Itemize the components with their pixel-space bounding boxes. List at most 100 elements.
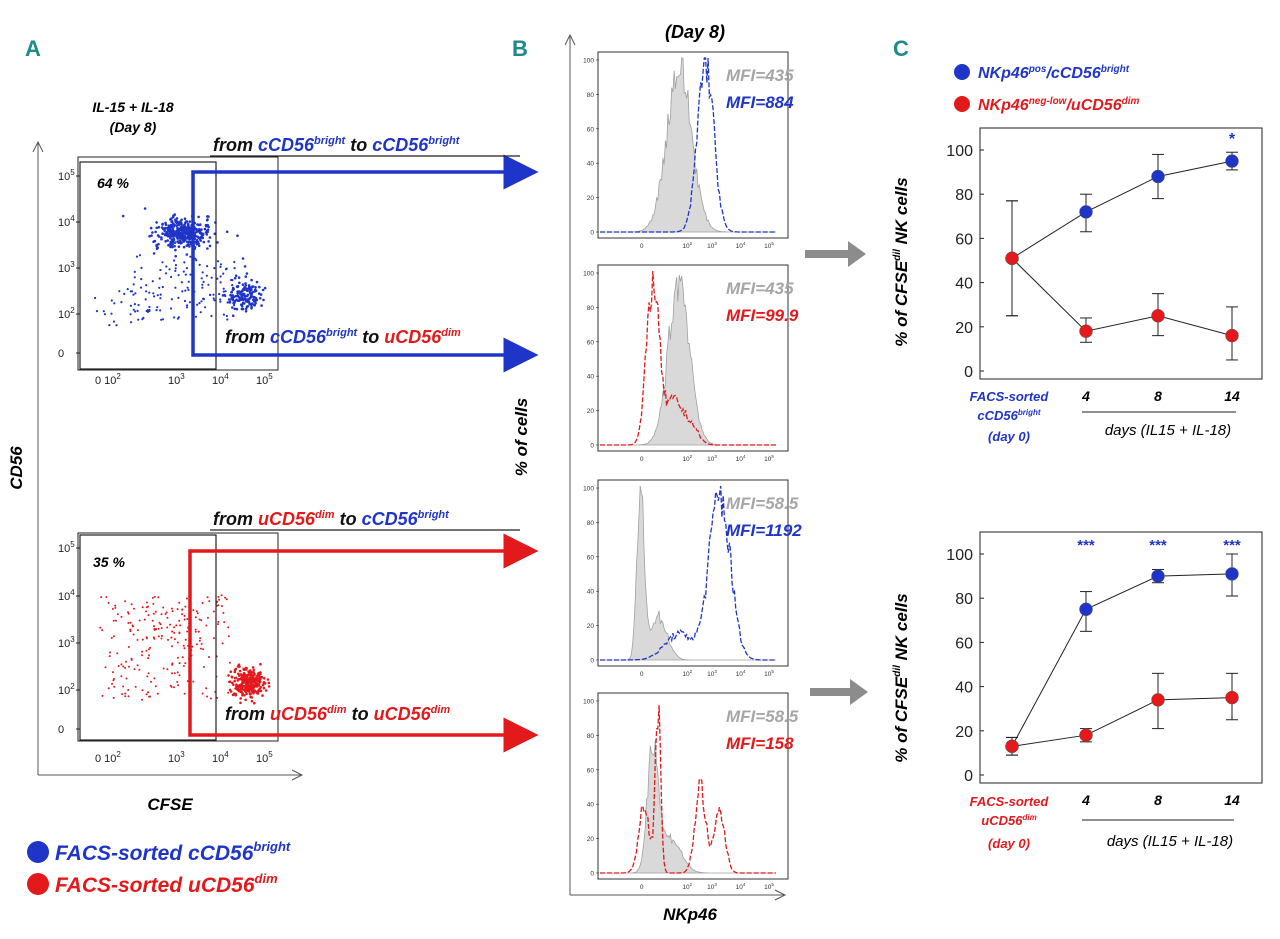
scatter-dot bbox=[267, 681, 271, 685]
scatter-dot bbox=[249, 692, 252, 696]
scatter-dot bbox=[161, 261, 164, 264]
data-point-blue bbox=[1225, 154, 1239, 168]
scatter-dot bbox=[154, 230, 157, 234]
y-tick-label: 80 bbox=[955, 591, 973, 608]
scatter-dot bbox=[188, 231, 191, 234]
scatter-dot bbox=[238, 677, 241, 681]
hist-y-tick-label: 80 bbox=[587, 733, 595, 740]
hist-x-tick-label: 104 bbox=[736, 454, 746, 463]
histogram-frame bbox=[597, 479, 789, 667]
y-tick-label: 102 bbox=[58, 682, 75, 697]
y-tick-label: 105 bbox=[58, 540, 75, 555]
scatter-dot bbox=[148, 648, 150, 651]
scatter-dot bbox=[161, 223, 164, 226]
scatter-dot bbox=[267, 685, 271, 688]
scatter-dot bbox=[250, 685, 253, 688]
scatter-dot bbox=[232, 301, 235, 305]
scatter-dot bbox=[183, 614, 186, 617]
scatter-dot bbox=[127, 695, 130, 698]
scatter-dot bbox=[184, 289, 187, 292]
data-point-red bbox=[1151, 693, 1165, 707]
scatter-dot bbox=[147, 657, 150, 660]
scatter-dot bbox=[197, 630, 200, 633]
scatter-dot bbox=[250, 671, 253, 674]
scatter-dot bbox=[186, 286, 189, 289]
scatter-dot bbox=[225, 230, 229, 234]
dot-cloud-red bbox=[99, 594, 271, 705]
scatter-dot bbox=[254, 677, 257, 680]
hist-x-tick-label: 105 bbox=[764, 454, 774, 463]
data-point-blue bbox=[1151, 569, 1165, 583]
scatter-dot bbox=[244, 698, 247, 702]
scatter-dot bbox=[220, 605, 223, 607]
scatter-dot bbox=[179, 242, 182, 245]
scatter-dot bbox=[182, 270, 185, 273]
scatter-dot bbox=[255, 681, 258, 685]
scatter-dot bbox=[239, 298, 243, 302]
scatter-dot bbox=[205, 687, 208, 690]
scatter-dot bbox=[259, 671, 262, 674]
scatter-dot bbox=[253, 304, 256, 307]
scatter-dot bbox=[110, 312, 113, 315]
scatter-dot bbox=[263, 286, 267, 290]
legend-c-dot-red bbox=[954, 96, 970, 112]
scatter-dot bbox=[163, 229, 166, 232]
scatter-dot bbox=[238, 281, 241, 285]
data-point-blue bbox=[1151, 169, 1165, 184]
scatter-dot bbox=[140, 654, 143, 657]
scatter-dot bbox=[242, 297, 245, 301]
scatter-dot bbox=[151, 231, 154, 234]
hist-y-tick-label: 40 bbox=[587, 589, 595, 596]
histogram-1: 100 80 60 40 20 0 0 102 103 104 105 MFI=435 MFI=884 bbox=[583, 51, 794, 250]
scatter-dot bbox=[244, 688, 247, 692]
scatter-dot bbox=[252, 692, 255, 695]
hist-x-tick-label: 0 bbox=[640, 456, 644, 463]
scatter-dot bbox=[227, 691, 230, 694]
legend-dot-red bbox=[27, 873, 49, 895]
scatter-dot bbox=[201, 271, 204, 274]
arrow-right-bottom bbox=[810, 679, 868, 705]
scatter-dot bbox=[237, 276, 241, 280]
svg-text:uCD56dim: uCD56dim bbox=[981, 813, 1036, 828]
scatter-dot bbox=[160, 237, 163, 241]
scatter-dot bbox=[183, 222, 187, 225]
scatter-dot bbox=[183, 235, 186, 238]
scatter-dot bbox=[160, 634, 163, 637]
scatter-dot bbox=[145, 290, 148, 293]
scatter-dot bbox=[183, 261, 186, 264]
hist-y-tick-label: 0 bbox=[590, 443, 594, 450]
legend-c-label-blue: NKp46pos/cCD56bright bbox=[978, 64, 1130, 82]
scatter-dot bbox=[127, 689, 130, 691]
scatter-dot bbox=[206, 596, 209, 599]
hist-y-tick-label: 40 bbox=[587, 802, 595, 809]
scatter-dot bbox=[206, 695, 209, 698]
scatter-dot bbox=[101, 629, 104, 632]
scatter-dot bbox=[176, 641, 179, 644]
scatter-dot bbox=[178, 632, 181, 635]
scatter-dot bbox=[147, 672, 150, 675]
scatter-dot bbox=[178, 601, 181, 604]
scatter-dot bbox=[246, 683, 249, 687]
x-tick-label: 103 bbox=[168, 750, 185, 765]
scatter-dot bbox=[145, 649, 148, 652]
scatter-dot bbox=[257, 292, 261, 295]
scatter-dot bbox=[222, 287, 225, 290]
scatter-dot bbox=[169, 307, 173, 310]
scatter-dot bbox=[151, 619, 154, 622]
hist-y-tick-label: 100 bbox=[583, 486, 594, 493]
hist-x-tick-label: 103 bbox=[707, 882, 717, 891]
scatter-dot bbox=[179, 221, 183, 225]
scatter-dot bbox=[235, 307, 239, 311]
scatter-dot bbox=[202, 297, 205, 300]
scatter-dot bbox=[141, 698, 143, 701]
scatter-dot bbox=[245, 692, 248, 696]
scatter-dot bbox=[228, 300, 232, 304]
scatter-dot bbox=[200, 642, 203, 645]
scatter-dot bbox=[189, 255, 192, 258]
x-tick-label: 103 bbox=[168, 372, 185, 387]
scatter-dot bbox=[238, 669, 242, 673]
scatter-dot bbox=[166, 626, 169, 629]
scatter-dot bbox=[233, 670, 237, 674]
scatter-dot bbox=[240, 303, 244, 306]
scatter-dot bbox=[254, 289, 258, 293]
